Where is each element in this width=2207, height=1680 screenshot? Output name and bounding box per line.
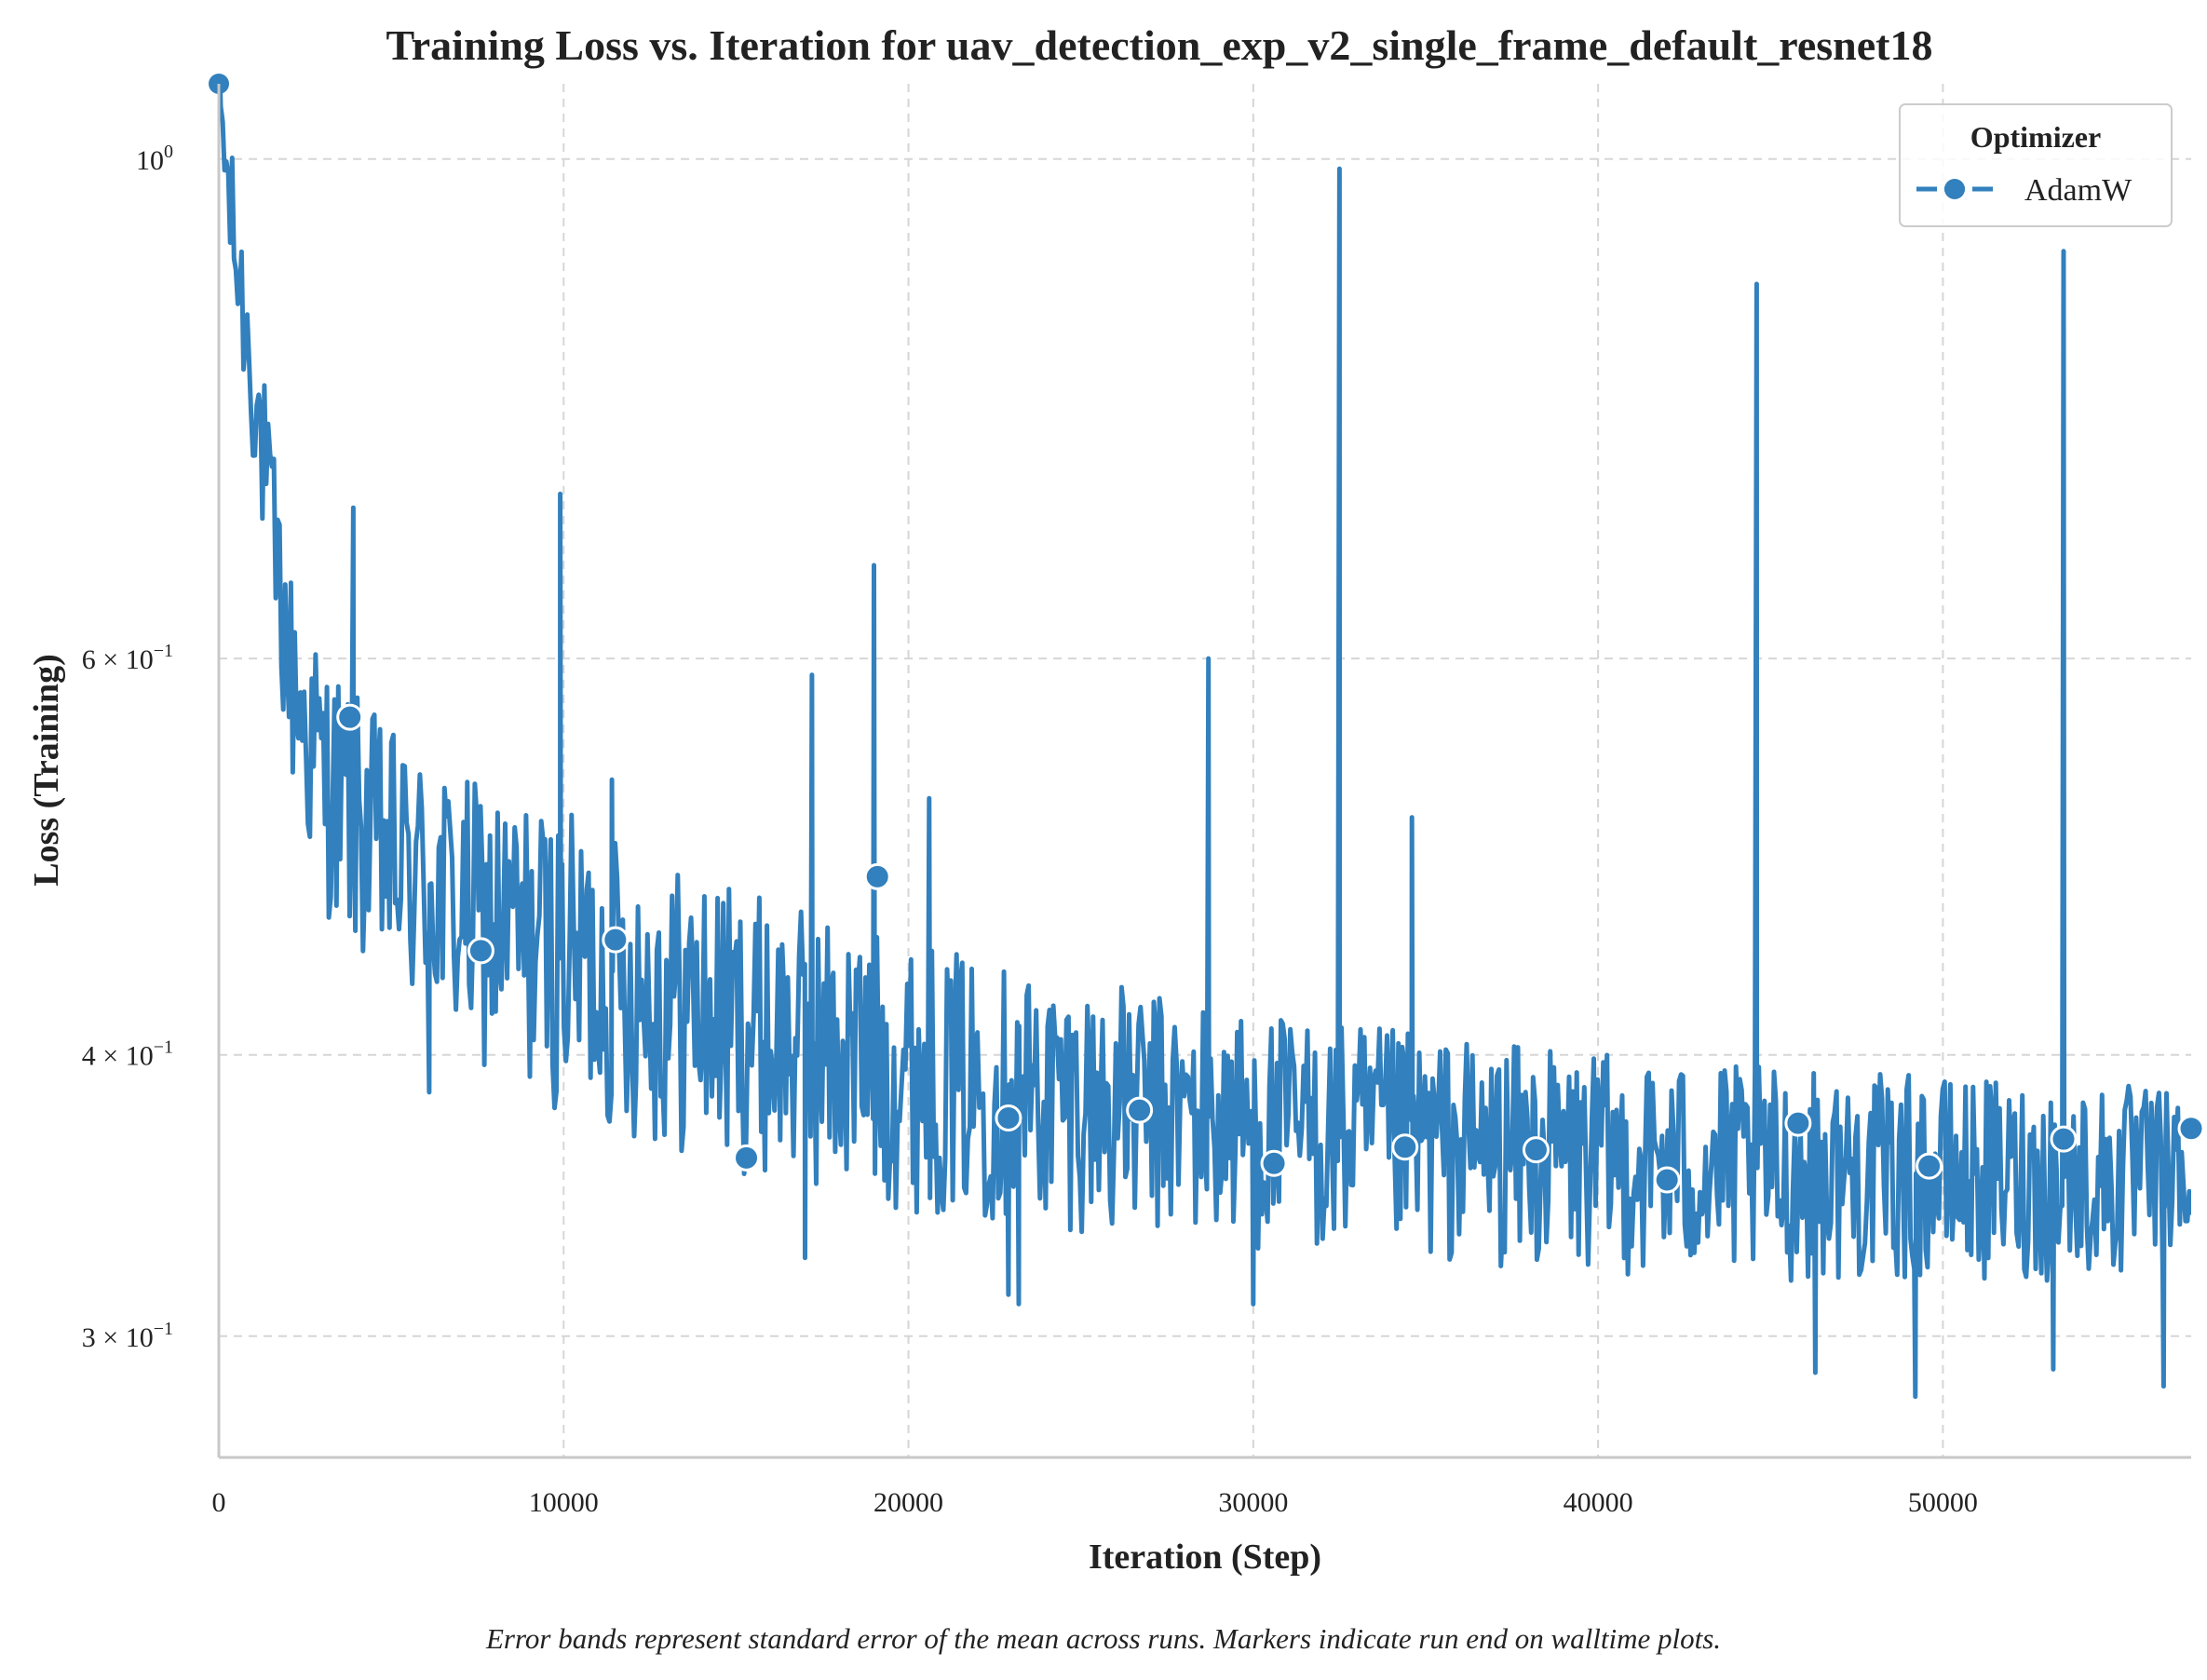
chart-footnote: Error bands represent standard error of …: [485, 1622, 1722, 1655]
series-adamw: [219, 84, 2191, 1400]
legend-entry-label: AdamW: [2024, 173, 2133, 208]
legend-title: Optimizer: [1970, 120, 2101, 154]
run-end-markers: [209, 74, 2205, 1194]
legend: Optimizer AdamW: [1899, 103, 2173, 227]
series-marker: [863, 862, 891, 890]
series-marker: [1260, 1149, 1288, 1177]
series-marker: [1916, 1152, 1943, 1180]
x-tick-label: 50000: [1908, 1487, 1978, 1518]
x-tick-label: 10000: [529, 1487, 599, 1518]
chart-title: Training Loss vs. Iteration for uav_dete…: [386, 21, 1932, 69]
y-tick-label: 100: [136, 142, 173, 176]
x-tick-label: 0: [212, 1487, 226, 1518]
legend-box: [1899, 103, 2173, 227]
grid-lines: [219, 84, 2191, 1457]
y-axis-label: Loss (Training): [27, 654, 66, 887]
series-marker: [2050, 1125, 2078, 1153]
series-marker: [467, 937, 494, 965]
x-tick-label: 20000: [873, 1487, 943, 1518]
series-marker: [1391, 1133, 1419, 1161]
axes: [217, 84, 2191, 1459]
x-axis-label: Iteration (Step): [1089, 1538, 1321, 1577]
y-tick-label: 6 × 10−1: [82, 641, 173, 675]
series-marker: [733, 1144, 761, 1172]
series-marker: [1784, 1109, 1812, 1137]
y-tick-label: 3 × 10−1: [82, 1319, 173, 1353]
series-marker: [336, 703, 364, 731]
x-tick-label: 40000: [1564, 1487, 1633, 1518]
series-marker: [2177, 1115, 2205, 1143]
series-marker: [1522, 1136, 1550, 1164]
y-tick-label: 4 × 10−1: [82, 1037, 173, 1072]
x-tick-labels: 0 10000 20000 30000 40000 50000: [212, 1487, 1978, 1518]
series-marker: [602, 926, 630, 954]
series-adamw-line: [219, 84, 2191, 1400]
legend-swatch-marker: [1944, 179, 1965, 199]
x-tick-label: 30000: [1218, 1487, 1288, 1518]
series-marker: [995, 1104, 1022, 1132]
series-marker: [1653, 1166, 1681, 1194]
series-marker: [1126, 1096, 1154, 1124]
y-tick-labels: 100 6 × 10−1 4 × 10−1 3 × 10−1: [82, 142, 173, 1353]
